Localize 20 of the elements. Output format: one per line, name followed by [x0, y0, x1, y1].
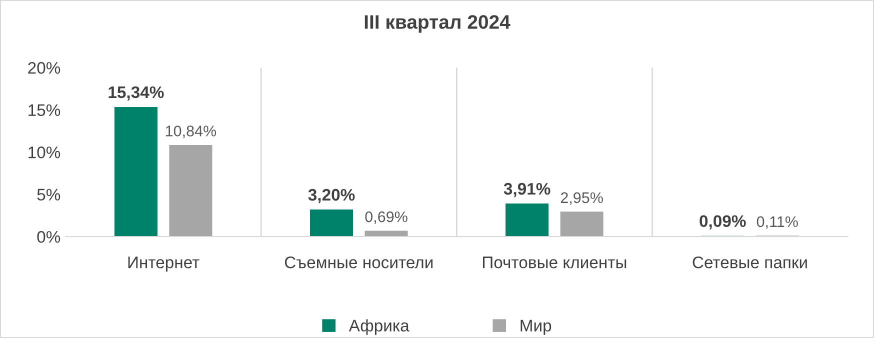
x-tick-label: Съемные носители — [284, 256, 433, 268]
y-tick-label: 20% — [28, 62, 60, 74]
chart-title: III квартал 2024 — [364, 15, 510, 33]
data-label: 15,34% — [108, 86, 164, 101]
x-tick-label: Интернет — [128, 256, 200, 272]
data-label: 0,69% — [365, 211, 408, 224]
data-label: 2,95% — [560, 192, 603, 205]
data-label: 0,09% — [700, 215, 746, 230]
data-label: 0,11% — [756, 216, 798, 229]
legend-label: Мир — [520, 320, 552, 335]
y-tick-label: 15% — [28, 104, 60, 116]
y-tick-label: 10% — [28, 146, 60, 158]
data-label: 10,84% — [166, 126, 216, 138]
legend-label: Африка — [348, 319, 410, 335]
y-tick-label: 0% — [37, 231, 60, 243]
data-label: 3,91% — [504, 182, 550, 198]
y-tick-label: 5% — [37, 188, 60, 201]
x-tick-label: Почтовые клиенты — [482, 256, 626, 268]
x-tick-label: Сетевые папки — [692, 256, 807, 268]
data-label: 3,20% — [308, 188, 355, 204]
